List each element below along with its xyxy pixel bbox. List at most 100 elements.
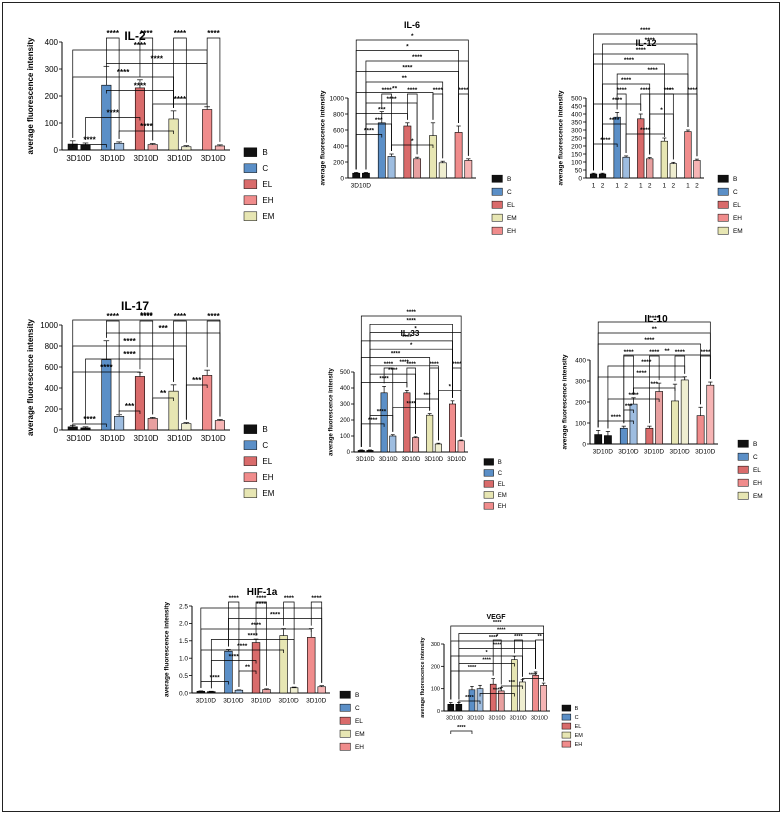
- y-tick-label: 50: [575, 167, 583, 174]
- x-tick-label: 3D10D: [66, 154, 91, 163]
- bar: [357, 450, 365, 453]
- significance-bracket: [593, 33, 698, 171]
- y-tick-label: 100: [340, 434, 351, 440]
- significance-bracket: [85, 358, 174, 424]
- significance-bracket: [355, 39, 469, 170]
- bar: [449, 403, 456, 453]
- x-tick-label: 3D10D: [100, 154, 125, 163]
- significance-label: ****: [123, 350, 136, 359]
- y-tick-label: 200: [575, 399, 586, 406]
- significance-label: ****: [497, 628, 506, 634]
- x-tick-label: 2: [624, 183, 628, 190]
- significance-label: ****: [134, 82, 147, 91]
- y-axis-label: average fluorescence intensity: [420, 636, 426, 717]
- legend-swatch: [561, 740, 572, 748]
- x-tick-label: 3D10D: [424, 457, 443, 463]
- bar: [389, 435, 397, 453]
- significance-label: **: [537, 634, 542, 640]
- significance-label: ****: [458, 87, 469, 94]
- bar: [476, 688, 484, 712]
- y-tick-label: 0: [578, 175, 582, 182]
- legend-label: EL: [575, 724, 582, 730]
- chart-panel-il-33: IL-33 average fluorescence intensity 0 100 2…: [328, 310, 506, 510]
- significance-bracket: [152, 103, 208, 141]
- y-axis-label: average fluorescence intensity: [26, 37, 35, 154]
- significance-label: ****: [675, 349, 686, 356]
- bar: [214, 420, 225, 431]
- legend-swatch: [491, 226, 503, 235]
- significance-bracket: [479, 693, 515, 697]
- bar: [447, 703, 455, 712]
- significance-bracket: [450, 625, 544, 700]
- legend-swatch: [243, 163, 258, 173]
- significance-label: *: [449, 385, 452, 391]
- legend-swatch: [243, 179, 258, 189]
- significance-label: ****: [83, 136, 96, 145]
- significance-label: ****: [384, 362, 394, 368]
- significance-label: ****: [270, 612, 281, 619]
- significance-label: ****: [493, 643, 502, 649]
- significance-label: *: [414, 327, 417, 333]
- y-tick-label: 1.0: [179, 655, 188, 662]
- significance-label: ****: [134, 41, 147, 50]
- significance-label: ****: [700, 349, 711, 356]
- legend-swatch: [483, 502, 494, 510]
- x-tick-label: 3D10D: [467, 716, 484, 722]
- significance-label: ****: [407, 362, 417, 368]
- legend-swatch: [491, 200, 503, 209]
- significance-label: ****: [100, 363, 113, 372]
- bar: [604, 435, 612, 445]
- bar: [646, 158, 654, 179]
- significance-label: ****: [611, 414, 622, 421]
- bar: [589, 173, 598, 179]
- bar: [202, 109, 213, 151]
- legend-label: B: [753, 441, 757, 448]
- significance-bracket: [139, 320, 154, 415]
- significance-label: ****: [645, 37, 656, 44]
- legend-label: B: [262, 425, 267, 434]
- bar: [696, 415, 705, 445]
- x-tick-label: 3D10D: [446, 716, 463, 722]
- significance-label: ****: [407, 310, 417, 316]
- y-tick-label: 400: [45, 384, 59, 393]
- significance-label: ****: [468, 665, 477, 671]
- legend-swatch: [243, 456, 258, 466]
- significance-label: **: [402, 75, 408, 82]
- significance-bracket: [383, 367, 394, 432]
- bar: [660, 140, 668, 179]
- legend-swatch: [491, 187, 503, 196]
- significance-label: ****: [174, 95, 187, 104]
- significance-label: ****: [407, 87, 418, 94]
- x-tick-label: 3D10D: [356, 457, 375, 463]
- x-tick-label: 2: [672, 183, 676, 190]
- bar: [426, 414, 434, 453]
- chart-panel-hif-1a: HIF-1a average fluorescence intensity 0.0 0…: [164, 587, 365, 751]
- significance-label: ***: [158, 324, 168, 333]
- significance-label: ****: [140, 122, 153, 131]
- legend-label: EM: [753, 493, 763, 500]
- bar: [196, 690, 205, 694]
- significance-label: ****: [493, 620, 502, 626]
- significance-label: ****: [107, 29, 120, 38]
- legend-swatch: [483, 491, 494, 499]
- y-tick-label: 200: [45, 92, 59, 101]
- significance-label: ****: [641, 359, 652, 366]
- significance-label: ****: [489, 635, 498, 641]
- bar: [464, 160, 473, 179]
- significance-label: ****: [617, 87, 628, 94]
- bar: [134, 376, 145, 431]
- bar: [684, 131, 692, 179]
- x-tick-label: 1: [663, 183, 667, 190]
- significance-bracket: [369, 323, 453, 447]
- significance-label: ****: [174, 29, 187, 38]
- y-tick-label: 0: [54, 146, 59, 155]
- y-tick-label: 600: [333, 127, 344, 134]
- significance-bracket: [607, 365, 686, 429]
- bar: [181, 146, 192, 151]
- significance-bracket: [597, 420, 634, 428]
- bar: [377, 122, 386, 179]
- significance-label: ****: [429, 362, 439, 368]
- y-tick-label: 300: [571, 127, 582, 134]
- significance-label: ****: [207, 29, 220, 38]
- legend-label: B: [507, 176, 511, 183]
